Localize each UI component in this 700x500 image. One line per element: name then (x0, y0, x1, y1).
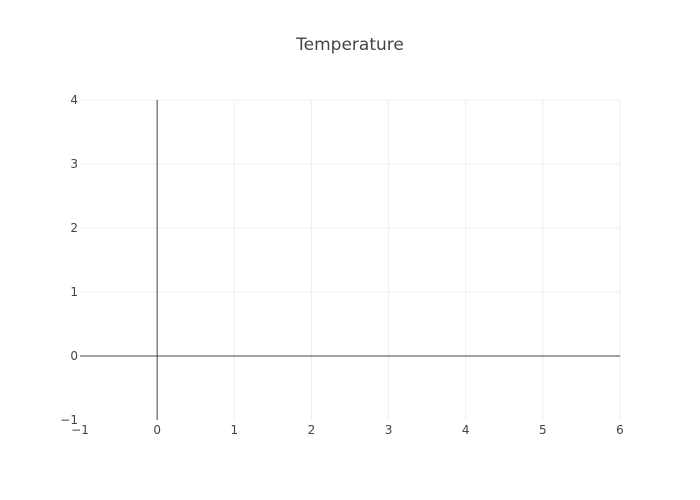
y-tick-label: 1 (70, 285, 78, 299)
y-tick-label: 4 (70, 93, 78, 107)
y-tick-label: 2 (70, 221, 78, 235)
tick-label-layer: −1 0 1 2 3 4 5 6 −1 0 1 2 3 4 (60, 93, 624, 437)
x-tick-label: 0 (153, 423, 161, 437)
x-tick-label: 2 (308, 423, 316, 437)
x-tick-label: 5 (539, 423, 547, 437)
zero-line-layer (80, 100, 620, 420)
y-tick-label: 0 (70, 349, 78, 363)
x-tick-label: 3 (385, 423, 393, 437)
grid-layer (80, 99, 621, 420)
y-tick-label: 3 (70, 157, 78, 171)
x-tick-label: 1 (230, 423, 238, 437)
x-tick-label: −1 (71, 423, 89, 437)
x-tick-label: 4 (462, 423, 470, 437)
chart-title: Temperature (295, 35, 404, 55)
x-tick-label: 6 (616, 423, 624, 437)
y-tick-label: −1 (60, 413, 78, 427)
